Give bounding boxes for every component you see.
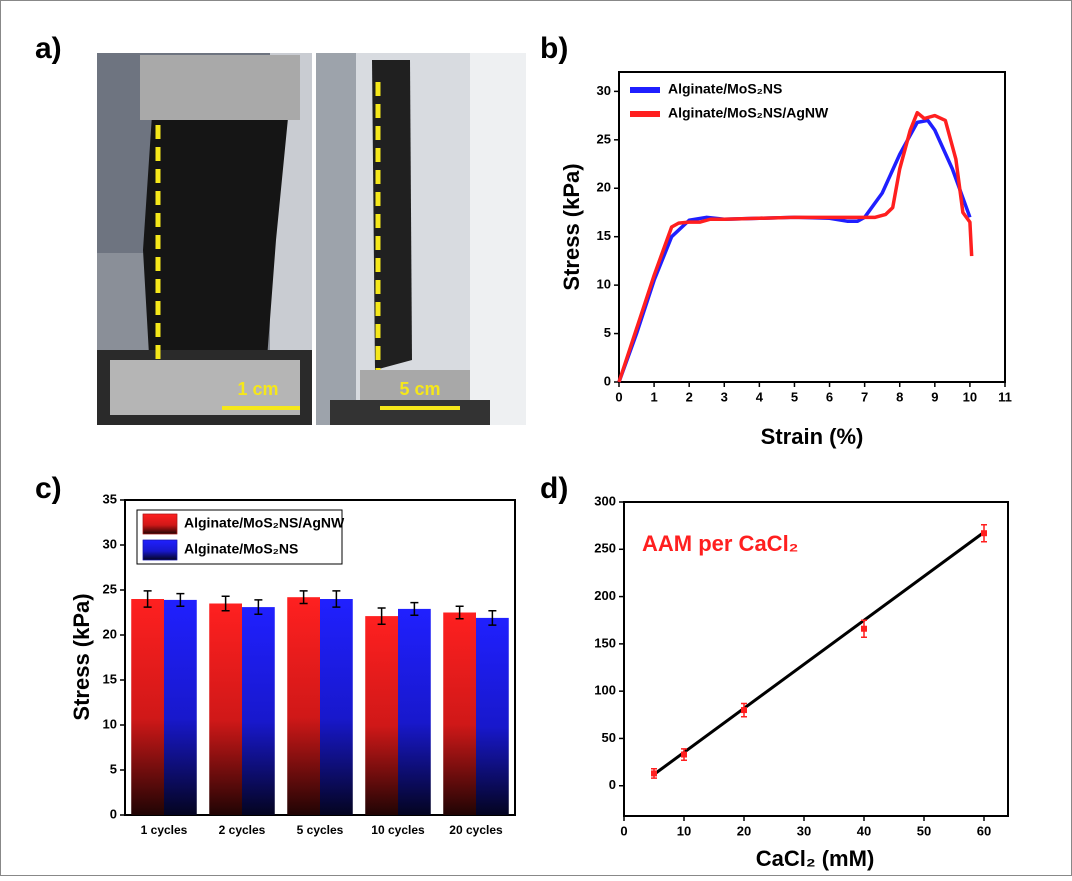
x-tick-label: 8 xyxy=(896,389,903,404)
bar xyxy=(476,617,509,815)
y-tick-label: 0 xyxy=(110,806,117,821)
plot-frame xyxy=(618,71,1006,383)
x-tick-label: 60 xyxy=(977,823,991,838)
x-tick-label: 2 xyxy=(686,389,693,404)
scale-bar-label: 1 cm xyxy=(237,379,278,399)
legend-swatch-edge xyxy=(142,539,178,561)
y-tick-label: 20 xyxy=(103,626,117,641)
y-tick-label: 150 xyxy=(594,635,616,650)
legend-label: Alginate/MoS₂NS/AgNW xyxy=(184,515,345,531)
x-tick-label: 1 cycles xyxy=(141,823,188,837)
x-tick-label: 7 xyxy=(861,389,868,404)
plot-frame xyxy=(623,501,1009,817)
bar xyxy=(131,599,164,815)
x-tick-label: 6 xyxy=(826,389,833,404)
bar xyxy=(365,616,398,815)
x-tick-label: 3 xyxy=(721,389,728,404)
photo-1 xyxy=(97,53,312,425)
legend-swatch xyxy=(142,539,178,561)
x-tick-label: 9 xyxy=(931,389,938,404)
y-tick-label: 30 xyxy=(597,83,611,98)
data-point xyxy=(681,751,687,758)
x-tick-label: 4 xyxy=(756,389,764,404)
error-bar xyxy=(488,609,497,626)
x-tick-label: 20 cycles xyxy=(449,823,503,837)
y-tick-label: 15 xyxy=(103,671,117,686)
x-axis-label: Strain (%) xyxy=(761,424,864,449)
data-point xyxy=(741,707,747,714)
bar xyxy=(164,599,197,815)
legend-label: Alginate/MoS₂NS/AgNW xyxy=(668,105,829,121)
error-bar xyxy=(410,601,419,616)
x-tick-label: 5 cycles xyxy=(297,823,344,837)
x-tick-label: 0 xyxy=(615,389,622,404)
x-tick-label: 50 xyxy=(917,823,931,838)
error-bar xyxy=(377,607,386,625)
y-tick-label: 20 xyxy=(597,180,611,195)
x-tick-label: 5 xyxy=(791,389,798,404)
panel-label: d) xyxy=(540,472,568,505)
x-tick-label: 10 cycles xyxy=(371,823,425,837)
panel-label: b) xyxy=(540,32,568,65)
legend-label: Alginate/MoS₂NS xyxy=(184,541,298,557)
y-tick-label: 100 xyxy=(594,683,616,698)
data-point xyxy=(981,530,987,537)
x-tick-label: 30 xyxy=(797,823,811,838)
error-bar xyxy=(254,599,263,616)
fit-line xyxy=(653,531,985,776)
y-tick-label: 200 xyxy=(594,588,616,603)
error-bar xyxy=(299,590,308,605)
y-tick-label: 300 xyxy=(594,493,616,508)
x-tick-label: 11 xyxy=(998,389,1012,404)
y-tick-label: 25 xyxy=(597,131,611,146)
y-axis-label: Stress (kPa) xyxy=(559,163,584,290)
y-tick-label: 250 xyxy=(594,541,616,556)
y-tick-label: 5 xyxy=(604,325,611,340)
bar xyxy=(443,612,476,815)
y-tick-label: 25 xyxy=(103,581,117,596)
y-tick-label: 0 xyxy=(609,777,616,792)
error-bar xyxy=(143,590,152,608)
error-bar xyxy=(455,605,464,620)
scale-bar-label: 5 cm xyxy=(399,379,440,399)
bar xyxy=(287,597,320,815)
panel-label: c) xyxy=(35,472,62,505)
data-point xyxy=(861,625,867,632)
annotation: AAM per CaCl₂ xyxy=(642,531,798,556)
x-tick-label: 40 xyxy=(857,823,871,838)
photo-2 xyxy=(316,53,526,425)
y-tick-label: 0 xyxy=(604,373,611,388)
error-bar xyxy=(332,590,341,608)
data-line xyxy=(617,110,974,383)
legend-swatch xyxy=(142,513,178,535)
y-tick-label: 10 xyxy=(103,716,117,731)
data-line xyxy=(617,118,972,383)
y-tick-label: 35 xyxy=(103,491,117,506)
error-bar xyxy=(176,592,185,607)
x-tick-label: 20 xyxy=(737,823,751,838)
y-axis-label: Stress (kPa) xyxy=(69,593,94,720)
x-tick-label: 1 xyxy=(650,389,657,404)
legend-swatch-edge xyxy=(142,513,178,535)
x-tick-label: 10 xyxy=(677,823,691,838)
bar xyxy=(209,603,242,815)
data-point xyxy=(651,770,657,777)
bar xyxy=(320,599,353,815)
y-tick-label: 15 xyxy=(597,228,611,243)
error-bar xyxy=(221,595,230,612)
bar xyxy=(242,607,275,815)
x-tick-label: 0 xyxy=(620,823,627,838)
panel-label: a) xyxy=(35,32,62,65)
y-tick-label: 50 xyxy=(602,730,616,745)
x-tick-label: 2 cycles xyxy=(219,823,266,837)
y-tick-label: 30 xyxy=(103,536,117,551)
x-tick-label: 10 xyxy=(963,389,977,404)
bar xyxy=(398,608,431,815)
legend-label: Alginate/MoS₂NS xyxy=(668,81,782,97)
y-tick-label: 5 xyxy=(110,761,117,776)
x-axis-label: CaCl₂ (mM) xyxy=(756,846,875,871)
y-tick-label: 10 xyxy=(597,277,611,292)
